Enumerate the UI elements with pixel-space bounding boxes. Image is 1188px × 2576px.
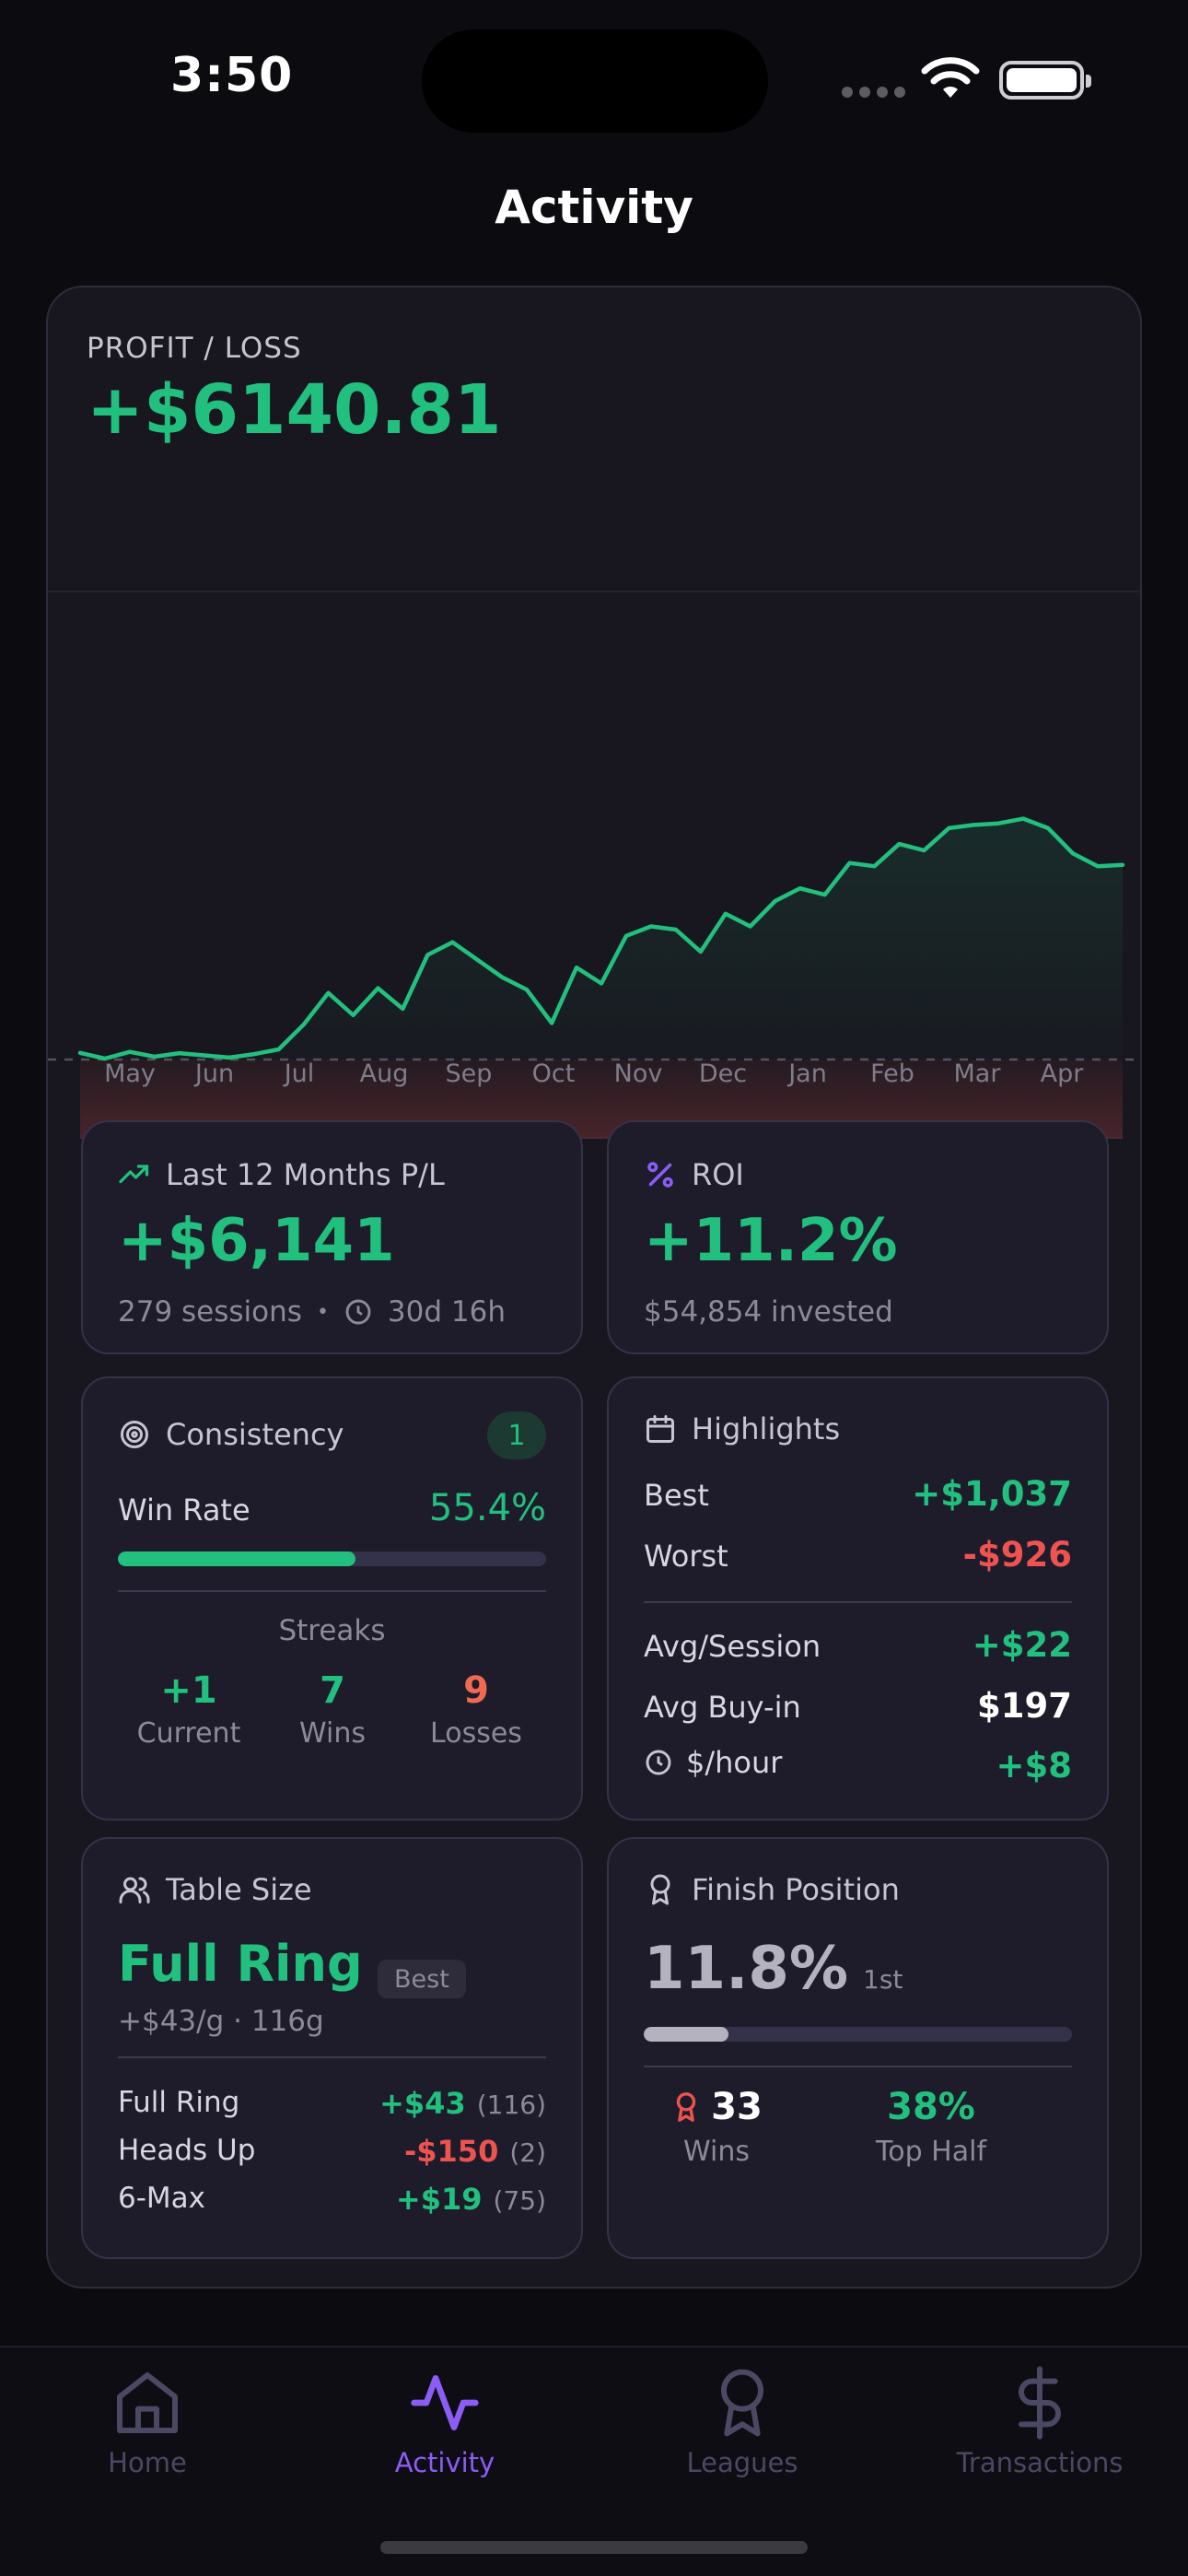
profit-loss-value: +$6140.81 xyxy=(87,370,502,450)
finish-position-card[interactable]: Finish Position 11.8% 1st 33 Wins 38% To… xyxy=(607,1837,1109,2259)
separator-dot: • xyxy=(316,1300,329,1324)
month-label: Jun xyxy=(194,1060,235,1088)
wifi-icon xyxy=(921,57,980,98)
consistency-badge: 1 xyxy=(487,1411,546,1459)
tab-bar: Home Activity Leagues Transactions xyxy=(0,2346,1188,2576)
users-icon xyxy=(119,1877,150,1903)
win-rate-label: Win Rate xyxy=(118,1493,250,1528)
invested-amount: $54,854 invested xyxy=(644,1295,893,1329)
card-title: ROI xyxy=(692,1157,744,1192)
month-label: Apr xyxy=(1040,1060,1084,1088)
page-title: Activity xyxy=(495,181,693,234)
tab-leagues[interactable]: Leagues xyxy=(613,2366,871,2478)
worst-label: Worst xyxy=(644,1539,728,1574)
home-icon xyxy=(117,2372,178,2433)
award-icon xyxy=(650,1874,670,1905)
profit-area xyxy=(80,818,1123,1060)
month-label: Oct xyxy=(531,1060,576,1088)
finish-top-half: 38% Top Half xyxy=(876,2086,986,2168)
battery-icon xyxy=(999,61,1091,100)
tab-activity[interactable]: Activity xyxy=(316,2366,574,2478)
avg-buyin-label: Avg Buy-in xyxy=(644,1690,801,1725)
month-label: Aug xyxy=(359,1060,409,1088)
win-rate-value: 55.4% xyxy=(428,1487,546,1529)
worst-value: -$926 xyxy=(962,1535,1072,1575)
finish-percentage: 11.8% xyxy=(644,1935,849,2003)
table-size-row: Full Ring +$43 (116) xyxy=(118,2086,546,2121)
month-label: Dec xyxy=(698,1060,748,1088)
finish-bar xyxy=(644,2027,1072,2042)
streak-wins: 7 Wins xyxy=(299,1669,366,1750)
card-title: Consistency xyxy=(166,1417,344,1452)
table-size-row: 6-Max +$19 (75) xyxy=(118,2182,546,2217)
tab-transactions[interactable]: Transactions xyxy=(911,2366,1169,2478)
card-title: Finish Position xyxy=(692,1872,900,1907)
avg-buyin-value: $197 xyxy=(977,1686,1072,1726)
target-icon xyxy=(121,1421,148,1448)
month-label: Nov xyxy=(613,1060,663,1088)
month-label: Mar xyxy=(953,1060,1001,1088)
streak-losses: 9 Losses xyxy=(430,1669,522,1750)
finish-wins: 33 Wins xyxy=(606,2086,827,2168)
clock-icon xyxy=(646,1750,671,1775)
hourly-label: $/hour xyxy=(686,1745,783,1780)
month-label: Jul xyxy=(284,1060,315,1088)
clock-icon xyxy=(345,1299,371,1325)
month-label: May xyxy=(104,1060,156,1088)
hourly-value: +$8 xyxy=(996,1746,1073,1786)
win-rate-bar xyxy=(118,1551,546,1566)
card-title: Highlights xyxy=(692,1411,841,1446)
activity-icon xyxy=(411,2375,479,2430)
card-title: Last 12 Months P/L xyxy=(166,1157,445,1192)
status-time: 3:50 xyxy=(170,48,294,103)
avg-session-value: +$22 xyxy=(972,1625,1072,1665)
month-label: Feb xyxy=(870,1060,914,1088)
tab-home[interactable]: Home xyxy=(18,2366,276,2478)
streak-current: +1 Current xyxy=(136,1669,241,1750)
best-label: Best xyxy=(644,1478,709,1513)
cellular-signal-icon xyxy=(842,87,905,98)
month-label: Sep xyxy=(445,1060,493,1088)
percent-icon xyxy=(647,1162,673,1188)
pl12-value: +$6,141 xyxy=(118,1207,395,1275)
trending-up-icon xyxy=(119,1165,149,1184)
last-12-months-card[interactable]: Last 12 Months P/L +$6,141 279 sessions … xyxy=(81,1120,583,1354)
activity-card: PROFIT / LOSS +$6140.81 May Jun Jul Aug Sep O… xyxy=(46,286,1142,2289)
month-axis: May Jun Jul Aug Sep Oct Nov Dec Jan Feb Mar Apr xyxy=(48,1060,1140,1096)
finish-suffix: 1st xyxy=(863,1964,903,1995)
streaks-title: Streaks xyxy=(278,1614,386,1647)
dynamic-island xyxy=(422,29,768,133)
award-icon xyxy=(676,2092,696,2122)
calendar-icon xyxy=(646,1415,674,1443)
best-badge: Best xyxy=(378,1960,466,1998)
award-icon xyxy=(721,2369,763,2437)
profit-loss-label: PROFIT / LOSS xyxy=(87,332,302,365)
best-table-size: Full Ring xyxy=(118,1935,363,1993)
sessions-count: 279 sessions xyxy=(118,1295,302,1329)
card-title: Table Size xyxy=(166,1872,312,1907)
roi-value: +11.2% xyxy=(644,1207,898,1275)
home-indicator xyxy=(380,2541,808,2554)
month-label: Jan xyxy=(788,1060,827,1088)
table-size-row: Heads Up -$150 (2) xyxy=(118,2134,546,2169)
best-table-size-sub: +$43/g · 116g xyxy=(118,2005,324,2038)
highlights-card[interactable]: Highlights Best +$1,037 Worst -$926 Avg/… xyxy=(607,1376,1109,1821)
roi-card[interactable]: ROI +11.2% $54,854 invested xyxy=(607,1120,1109,1354)
best-value: +$1,037 xyxy=(912,1474,1072,1514)
time-played: 30d 16h xyxy=(387,1295,506,1329)
consistency-card[interactable]: Consistency 1 Win Rate 55.4% Streaks +1 … xyxy=(81,1376,583,1821)
profit-line xyxy=(77,816,1125,1061)
avg-session-label: Avg/Session xyxy=(644,1629,821,1664)
dollar-icon xyxy=(1019,2366,1061,2440)
table-size-card[interactable]: Table Size Full Ring Best +$43/g · 116g … xyxy=(81,1837,583,2259)
